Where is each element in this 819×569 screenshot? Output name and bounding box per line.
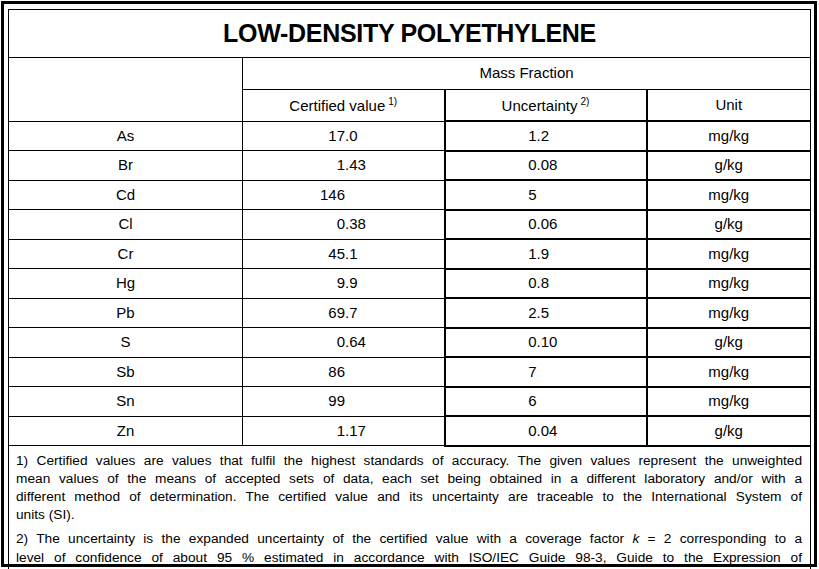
uncertainty-cell: 0.06 xyxy=(445,210,647,240)
table-row: As 17.0 1.2 mg/kg xyxy=(9,121,811,151)
table-row: Sb 86 7 mg/kg xyxy=(9,357,811,387)
unit-cell: mg/kg xyxy=(647,239,811,269)
certified-value-label: Certified value xyxy=(289,97,385,114)
table-row: Hg 9.9 0.8 mg/kg xyxy=(9,269,811,299)
uncertainty-column-header: Uncertainty2) xyxy=(445,90,647,122)
uncertainty-cell: 1.2 xyxy=(445,121,647,151)
mass-fraction-header: Mass Fraction xyxy=(243,58,811,90)
title-row: LOW-DENSITY POLYETHYLENE xyxy=(9,10,811,58)
table-row: S 0.64 0.10 g/kg xyxy=(9,328,811,358)
uncertainty-cell: 0.04 xyxy=(445,416,647,446)
footnote-2-line: level of confidence of about 95 % estima… xyxy=(16,549,802,567)
certified-value-cell: 86 xyxy=(243,357,445,387)
corner-empty-cell xyxy=(9,58,243,122)
table-row: Sn 99 6 mg/kg xyxy=(9,387,811,417)
unit-cell: g/kg xyxy=(647,416,811,446)
element-symbol: Pb xyxy=(9,298,243,328)
certified-value-cell: 45.1 xyxy=(243,239,445,269)
footnote-1-line: 1) Certified values are values that fulf… xyxy=(16,452,802,470)
certified-value-cell: 1.17 xyxy=(243,416,445,446)
table-row: Cr 45.1 1.9 mg/kg xyxy=(9,239,811,269)
footnote-1-line: different method of determination. The c… xyxy=(16,488,802,506)
uncertainty-cell: 1.9 xyxy=(445,239,647,269)
certified-value-cell: 1.43 xyxy=(243,151,445,181)
uncertainty-label: Uncertainty xyxy=(502,97,578,114)
unit-cell: mg/kg xyxy=(647,387,811,417)
element-symbol: Cr xyxy=(9,239,243,269)
certified-value-cell: 0.64 xyxy=(243,328,445,358)
element-symbol: Cl xyxy=(9,210,243,240)
footnote-1: 1) Certified values are values that fulf… xyxy=(16,452,802,525)
certified-value-cell: 69.7 xyxy=(243,298,445,328)
element-symbol: Zn xyxy=(9,416,243,446)
group-header-row: Mass Fraction xyxy=(9,58,811,90)
footnote-2-ref: 2) xyxy=(580,96,589,107)
element-symbol: Cd xyxy=(9,180,243,210)
unit-label: Unit xyxy=(715,96,742,113)
unit-cell: mg/kg xyxy=(647,121,811,151)
table-row: Br 1.43 0.08 g/kg xyxy=(9,151,811,181)
uncertainty-cell: 5 xyxy=(445,180,647,210)
element-symbol: S xyxy=(9,328,243,358)
certified-value-cell: 146 xyxy=(243,180,445,210)
uncertainty-cell: 7 xyxy=(445,357,647,387)
certified-value-cell: 9.9 xyxy=(243,269,445,299)
table-row: Cd 146 5 mg/kg xyxy=(9,180,811,210)
certificate-table: LOW-DENSITY POLYETHYLENE Mass Fraction C… xyxy=(8,9,811,569)
element-symbol: Hg xyxy=(9,269,243,299)
unit-cell: g/kg xyxy=(647,328,811,358)
table-body: LOW-DENSITY POLYETHYLENE Mass Fraction C… xyxy=(9,10,811,446)
footnote-2: 2) The uncertainty is the expanded uncer… xyxy=(16,530,802,569)
uncertainty-cell: 6 xyxy=(445,387,647,417)
certified-value-cell: 17.0 xyxy=(243,121,445,151)
element-symbol: As xyxy=(9,121,243,151)
certified-value-cell: 0.38 xyxy=(243,210,445,240)
certified-value-cell: 99 xyxy=(243,387,445,417)
unit-column-header: Unit xyxy=(647,90,811,122)
element-symbol: Sb xyxy=(9,357,243,387)
footnote-1-line: mean values of the means of accepted set… xyxy=(16,470,802,488)
unit-cell: g/kg xyxy=(647,210,811,240)
unit-cell: mg/kg xyxy=(647,180,811,210)
unit-cell: mg/kg xyxy=(647,357,811,387)
table-row: Zn 1.17 0.04 g/kg xyxy=(9,416,811,446)
uncertainty-cell: 0.08 xyxy=(445,151,647,181)
certified-value-column-header: Certified value1) xyxy=(243,90,445,122)
footnote-1-ref: 1) xyxy=(388,96,397,107)
page-title: LOW-DENSITY POLYETHYLENE xyxy=(9,10,811,58)
uncertainty-cell: 2.5 xyxy=(445,298,647,328)
table-row: Pb 69.7 2.5 mg/kg xyxy=(9,298,811,328)
footnote-row: 1) Certified values are values that fulf… xyxy=(9,446,811,569)
element-symbol: Br xyxy=(9,151,243,181)
table-row: Cl 0.38 0.06 g/kg xyxy=(9,210,811,240)
element-symbol: Sn xyxy=(9,387,243,417)
footnotes-cell: 1) Certified values are values that fulf… xyxy=(9,446,811,569)
unit-cell: mg/kg xyxy=(647,269,811,299)
unit-cell: mg/kg xyxy=(647,298,811,328)
footnote-2-line: 2) The uncertainty is the expanded uncer… xyxy=(16,530,802,548)
uncertainty-cell: 0.10 xyxy=(445,328,647,358)
unit-cell: g/kg xyxy=(647,151,811,181)
footnote-1-line: units (SI). xyxy=(16,506,802,524)
uncertainty-cell: 0.8 xyxy=(445,269,647,299)
